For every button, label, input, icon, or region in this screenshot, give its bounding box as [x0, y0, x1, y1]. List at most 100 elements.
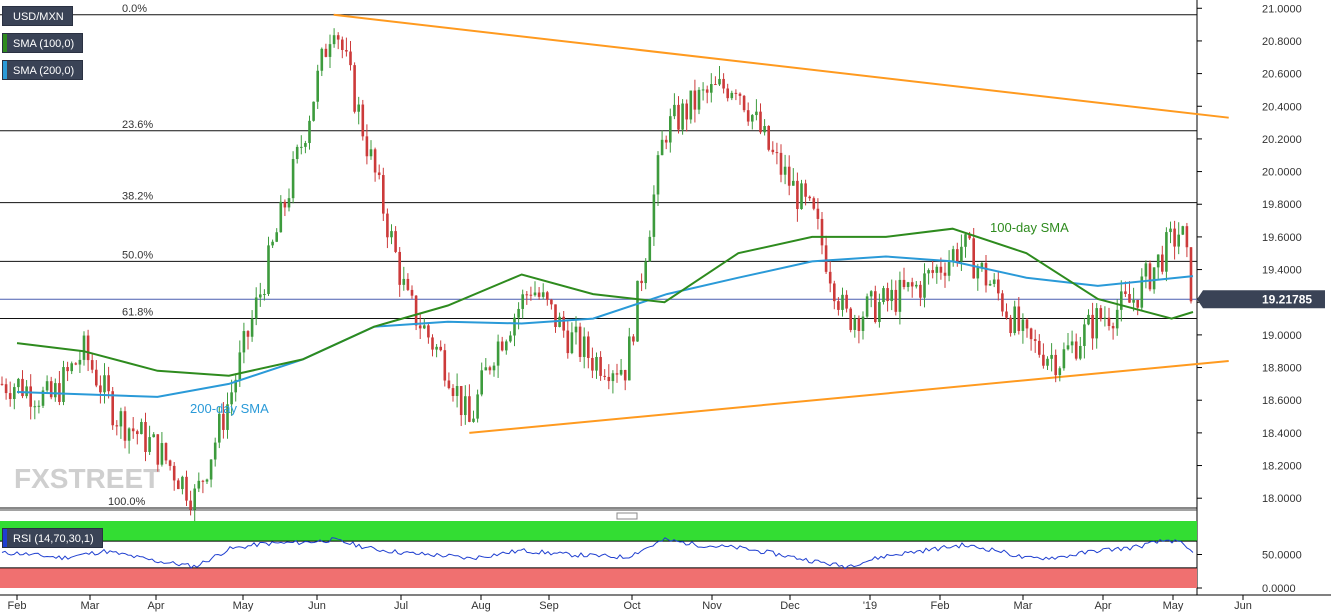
candle-body	[17, 378, 20, 388]
candle-body	[1029, 328, 1033, 340]
legend-sma100[interactable]: SMA (100,0)	[2, 33, 84, 53]
candle-body	[689, 90, 693, 120]
candle-body	[943, 272, 947, 276]
candle-body	[41, 390, 45, 406]
candle-body	[86, 335, 90, 361]
candle-body	[1140, 276, 1144, 308]
candle-body	[619, 369, 623, 375]
legend-symbol[interactable]: USD/MXN	[2, 6, 73, 26]
candle-body	[390, 231, 393, 238]
candle-body	[402, 278, 406, 285]
legend-sma200[interactable]: SMA (200,0)	[2, 60, 84, 80]
candle-body	[373, 149, 377, 173]
candle-body	[964, 234, 967, 247]
candle-body	[718, 78, 721, 85]
candle-body	[451, 388, 455, 396]
sma200-swatch	[3, 61, 7, 79]
time-tick-label: '19	[863, 600, 877, 612]
candle-body	[935, 266, 939, 273]
candle-body	[615, 373, 619, 375]
candle-body	[623, 369, 627, 381]
candle-body	[828, 271, 832, 284]
candle-body	[1120, 291, 1123, 310]
trendline-lower	[469, 360, 1229, 434]
candle-body	[341, 39, 344, 51]
candle-body	[37, 405, 41, 407]
price-tick-label: 20.0000	[1262, 167, 1302, 179]
candle-body	[406, 278, 410, 290]
candle-body	[263, 294, 266, 296]
candle-body	[529, 294, 533, 296]
candle-body	[685, 103, 688, 120]
time-tick-label: Apr	[147, 600, 164, 612]
candle-body	[1050, 354, 1053, 359]
candle-body	[972, 238, 975, 279]
candle-body	[521, 294, 524, 309]
candle-body	[181, 476, 184, 490]
price-tag-value: 19.21785	[1262, 292, 1312, 306]
price-axis: 21.0000 20.8000 20.6000 20.4000 20.2000 20.00…	[1197, 3, 1302, 505]
candle-body	[250, 318, 254, 337]
time-tick-label: Nov	[702, 600, 722, 612]
candle-body	[1111, 326, 1115, 329]
price-tick-label: 18.6000	[1262, 395, 1302, 407]
candle-body	[664, 139, 668, 143]
sma100-swatch	[3, 34, 7, 52]
candle-body	[78, 359, 82, 365]
candle-body	[607, 376, 611, 382]
candle-body	[537, 292, 541, 297]
legend-rsi[interactable]: RSI (14,70,30,1)	[2, 528, 103, 548]
candle-body	[279, 201, 283, 233]
candle-body	[796, 180, 799, 210]
candle-body	[1013, 306, 1016, 334]
fib-level-label: 61.8%	[122, 307, 153, 319]
candle-body	[746, 110, 750, 122]
price-tick-label: 20.4000	[1262, 101, 1302, 113]
candle-body	[468, 396, 471, 422]
candle-body	[591, 357, 594, 371]
candle-body	[927, 270, 930, 274]
price-tick-label: 19.6000	[1262, 232, 1302, 244]
rsi-swatch	[3, 529, 7, 547]
candle-body	[656, 155, 660, 195]
time-tick-label: Sep	[539, 600, 559, 612]
candle-body	[1099, 308, 1103, 319]
candle-body	[1144, 263, 1148, 277]
candle-body	[525, 294, 529, 296]
rsi-line	[1, 537, 1194, 570]
candle-body	[222, 413, 225, 430]
candle-body	[193, 488, 196, 510]
candle-body	[320, 48, 324, 71]
candle-body	[291, 159, 295, 199]
candle-body	[45, 381, 49, 391]
candle-body	[767, 126, 770, 150]
candle-body	[0, 383, 4, 385]
candle-body	[906, 282, 910, 288]
candle-body	[533, 292, 537, 296]
fib-level-label: 23.6%	[122, 119, 153, 131]
price-tick-label: 21.0000	[1262, 3, 1302, 15]
candle-body	[119, 411, 123, 427]
candle-body	[898, 279, 902, 312]
candle-body	[939, 266, 943, 273]
candle-body	[669, 116, 672, 143]
candle-body	[33, 406, 37, 408]
candle-body	[234, 379, 237, 393]
candle-body	[435, 346, 438, 350]
candle-body	[377, 172, 381, 176]
candle-body	[218, 413, 221, 443]
candle-body	[177, 480, 180, 490]
candle-body	[1062, 349, 1066, 369]
last-price-tag: 19.21785	[1197, 290, 1325, 309]
candle-body	[201, 480, 205, 482]
candle-body	[923, 273, 926, 298]
candle-body	[267, 245, 270, 295]
candle-body	[632, 336, 635, 342]
candle-body	[1017, 306, 1021, 331]
candle-body	[775, 152, 779, 154]
candle-body	[599, 356, 602, 376]
candle-body	[984, 263, 988, 286]
candle-body	[259, 294, 262, 298]
candle-body	[29, 386, 32, 407]
